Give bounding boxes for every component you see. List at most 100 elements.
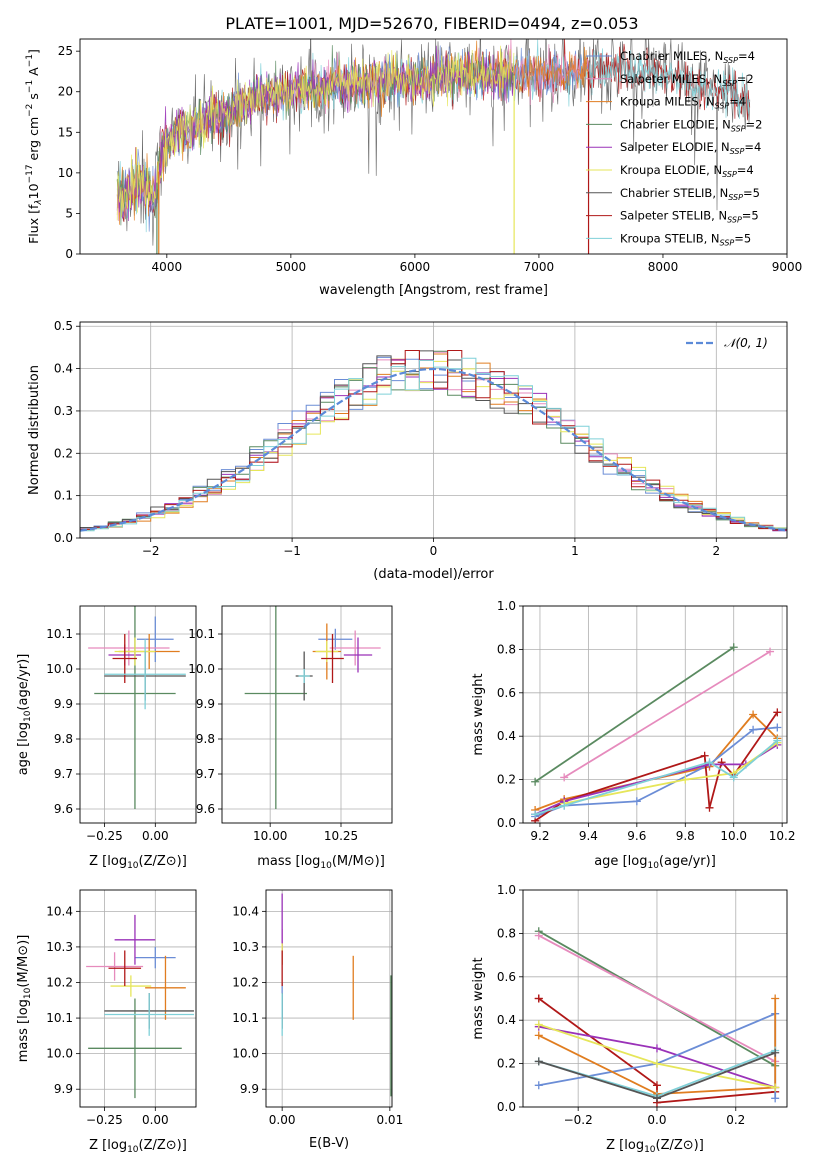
x-tick-label: −0.25 xyxy=(86,829,123,843)
label-part: 10 xyxy=(23,710,33,722)
label-part: SSP xyxy=(720,238,735,247)
label-part: Flux [f xyxy=(26,204,41,244)
label-part: =5 xyxy=(743,186,760,200)
y-tick-label: 9.8 xyxy=(54,732,73,746)
label-part: Salpeter MILES, N xyxy=(620,72,722,86)
mass-weight-vs-age-ylabel: mass weight xyxy=(471,673,486,755)
legend-label: Chabrier MILES, NSSP=4 xyxy=(620,49,755,65)
label-part: Chabrier ELODIE, N xyxy=(620,117,731,131)
mass-weight-vs-age-plot-area xyxy=(531,643,782,823)
mass-weight-vs-Z-plot-area xyxy=(534,927,780,1107)
legend-label: Kroupa MILES, NSSP=4 xyxy=(620,95,746,111)
y-tick-label: 25 xyxy=(58,44,73,58)
x-tick-label: 7000 xyxy=(524,260,555,274)
age-vs-Z-ylabel: age [log10(age/yr)] xyxy=(16,654,33,776)
x-tick-label: 2 xyxy=(712,544,720,558)
age-vs-mass-xlabel: mass [log10(M/M⊙)] xyxy=(257,854,385,871)
y-tick-label: 10.2 xyxy=(46,975,73,989)
x-tick-label: −0.25 xyxy=(86,1113,123,1127)
mass-weight-marker xyxy=(560,801,569,810)
label-part: SSP xyxy=(727,216,742,225)
y-tick-label: 10.0 xyxy=(188,662,215,676)
x-tick-label: 9000 xyxy=(772,260,803,274)
label-part: (M/M⊙)] xyxy=(332,854,385,869)
mass-vs-Z-xlabel: Z [log10(Z/Z⊙)] xyxy=(89,1138,187,1155)
mass-weight-marker xyxy=(766,647,775,656)
y-tick-label: 10.1 xyxy=(188,627,215,641)
y-tick-label: 0.2 xyxy=(497,773,516,787)
mass-weight-marker xyxy=(705,758,714,767)
mass-vs-ebv-xlabel: E(B-V) xyxy=(309,1136,349,1151)
mass-weight-line xyxy=(563,650,771,779)
mass-weight-marker xyxy=(534,994,543,1003)
label-part: age [log xyxy=(594,854,647,869)
label-part: 10 xyxy=(26,183,41,199)
x-tick-label: 6000 xyxy=(400,260,431,274)
mass-weight-marker xyxy=(749,710,758,719)
label-part: −17 xyxy=(25,164,35,183)
histogram-ylabel: Normed distribution xyxy=(27,365,42,495)
x-tick-label: 9.4 xyxy=(579,829,598,843)
y-tick-label: 1.0 xyxy=(497,883,516,897)
y-tick-label: 10 xyxy=(58,166,73,180)
mass-weight-marker xyxy=(771,1048,780,1057)
mass-weight-marker xyxy=(773,736,782,745)
x-tick-label: 5000 xyxy=(276,260,307,274)
y-tick-label: 0.4 xyxy=(54,362,73,376)
age-vs-Z-plot-area xyxy=(88,606,186,809)
label-part: 10 xyxy=(644,1145,656,1155)
y-tick-label: 9.8 xyxy=(196,732,215,746)
y-tick-label: 0 xyxy=(65,247,73,261)
spectrum-frame xyxy=(79,38,788,255)
legend-label: Salpeter MILES, NSSP=2 xyxy=(620,72,754,88)
y-tick-label: 0.0 xyxy=(54,531,73,545)
mass-vs-Z-ylabel: mass [log10(M/M⊙)] xyxy=(16,935,33,1063)
label-part: s xyxy=(26,93,41,104)
mass-vs-ebv-frame xyxy=(265,889,393,1108)
age-vs-Z-xlabel: Z [log10(Z/Z⊙)] xyxy=(89,854,187,871)
x-tick-label: 0.01 xyxy=(376,1113,403,1127)
spectrum-axes: 4000 5000 6000 7000 8000 9000 0 5 10 15 20 25 xyxy=(58,44,803,274)
label-part: =4 xyxy=(738,49,755,63)
mass-weight-marker xyxy=(771,1083,780,1092)
label-part: =2 xyxy=(737,72,754,86)
mass-weight-marker xyxy=(652,1094,661,1103)
x-tick-label: 8000 xyxy=(648,260,679,274)
label-part: Chabrier MILES, N xyxy=(620,49,723,63)
y-tick-label: 0.4 xyxy=(497,1013,516,1027)
y-tick-label: 1.0 xyxy=(497,599,516,613)
mass-weight-marker xyxy=(749,725,758,734)
spectrum-xlabel: wavelength [Angstrom, rest frame] xyxy=(319,283,548,298)
label-part: 10 xyxy=(320,861,332,871)
residual-histogram-plot-area xyxy=(80,350,787,534)
mass-weight-marker xyxy=(534,931,543,940)
y-tick-label: 9.6 xyxy=(196,802,215,816)
y-tick-label: 10.1 xyxy=(46,1011,73,1025)
x-tick-label: 10.0 xyxy=(720,829,747,843)
mass-weight-marker xyxy=(771,1094,780,1103)
legend-label: Salpeter STELIB, NSSP=5 xyxy=(620,209,759,225)
age-vs-mass-axes: 10.00 10.25 9.6 9.7 9.8 9.9 10.0 10.1 xyxy=(188,606,392,843)
label-part: −2 xyxy=(25,104,35,117)
y-tick-label: 0.2 xyxy=(54,446,73,460)
x-tick-label: 0.00 xyxy=(142,1113,169,1127)
mass-weight-marker xyxy=(534,1031,543,1040)
y-tick-label: 10.1 xyxy=(46,627,73,641)
mass-weight-marker xyxy=(729,773,738,782)
mass-vs-Z-frame xyxy=(79,889,197,1108)
label-part: =5 xyxy=(734,231,751,245)
label-part: =4 xyxy=(729,95,746,109)
y-tick-label: 10.0 xyxy=(232,1047,259,1061)
spectrum-line-kroupa-elodie xyxy=(116,45,515,221)
label-part: SSP xyxy=(722,79,737,88)
mass-weight-marker xyxy=(534,1081,543,1090)
label-part: 10 xyxy=(23,987,33,999)
x-tick-label: −2 xyxy=(142,544,160,558)
label-part: Kroupa ELODIE, N xyxy=(620,163,722,177)
label-part: Chabrier STELIB, N xyxy=(620,186,728,200)
label-part: mass [log xyxy=(16,999,31,1062)
y-tick-label: 10.0 xyxy=(46,662,73,676)
label-part: 10 xyxy=(127,861,139,871)
age-vs-Z-frame xyxy=(79,605,197,824)
